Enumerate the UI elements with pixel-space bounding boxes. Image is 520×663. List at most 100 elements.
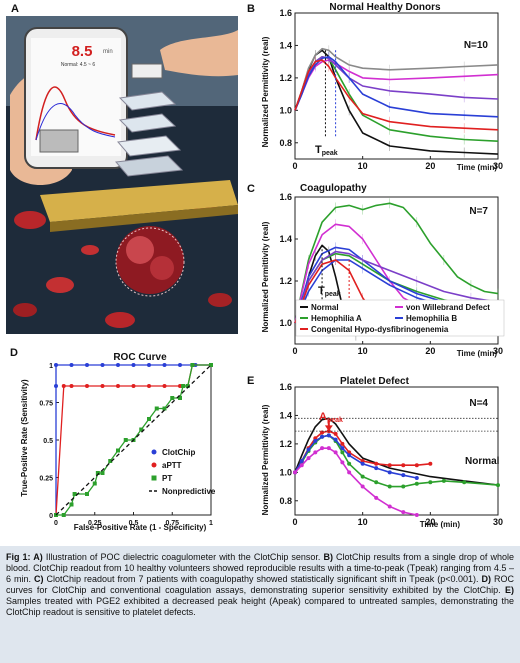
- data-point: [181, 384, 186, 388]
- data-point: [69, 363, 74, 367]
- phone-value: 8.5: [72, 43, 93, 60]
- x-tick-label: 20: [425, 346, 435, 356]
- data-point: [108, 459, 113, 463]
- data-point: [401, 510, 406, 515]
- data-point: [162, 363, 167, 367]
- normal-label: Normal: [465, 456, 500, 467]
- series-line: [294, 447, 417, 516]
- data-point: [306, 447, 311, 452]
- y-tick-label: 1.4: [279, 410, 292, 420]
- data-point: [326, 446, 331, 451]
- data-point: [299, 463, 304, 468]
- caption-c-label: C): [33, 574, 44, 584]
- axes-frame: [294, 196, 499, 345]
- data-point: [116, 384, 120, 388]
- data-point: [178, 396, 182, 400]
- data-point: [326, 433, 331, 438]
- data-point: [401, 484, 406, 489]
- y-tick-label: 1.2: [279, 73, 292, 83]
- legend-marker: [151, 462, 157, 468]
- panel-b-chart: B 0 10 20 30 0.8 1.0 1.2 1.4 1.6 Normal Healthy D…: [247, 2, 503, 172]
- data-point: [54, 384, 58, 388]
- y-tick-label: 1.4: [279, 40, 292, 50]
- data-point: [414, 481, 419, 486]
- data-point: [116, 448, 120, 453]
- x-tick-label: 20: [425, 161, 435, 171]
- data-point: [69, 502, 74, 507]
- plot-area: 0 0.25 0.5 0.75 1 0 0.25 0.5 0.75 1: [39, 363, 213, 527]
- plot-area: 0 10 20 30 0.8 1.0 1.2 1.4 1.6: [279, 382, 503, 527]
- x-tick-label: 0: [54, 520, 58, 527]
- x-tick-label: 0: [292, 517, 297, 527]
- data-point: [170, 396, 175, 400]
- data-point: [123, 438, 128, 442]
- x-tick-label: 0.75: [165, 520, 179, 527]
- data-point: [320, 446, 325, 451]
- legend-label: aPTT: [162, 461, 182, 470]
- data-point: [85, 363, 89, 367]
- data-point: [313, 450, 318, 455]
- data-point: [374, 466, 379, 471]
- panel-label-c: C: [247, 183, 255, 195]
- caption-a-text: Illustration of POC dielectric coagulome…: [42, 552, 324, 562]
- caption-d-label: D): [481, 574, 492, 584]
- x-tick-label: 0.25: [88, 520, 102, 527]
- tpeak-label: Tpeak: [318, 285, 341, 298]
- y-axis-label: Normalized Permittivity (real): [261, 36, 270, 147]
- data-point: [414, 463, 419, 468]
- data-point: [374, 461, 379, 466]
- data-point: [100, 384, 105, 388]
- data-point: [293, 470, 297, 475]
- data-point: [401, 473, 406, 478]
- phone-subtext: Normal: 4.5 ~ 6: [61, 62, 96, 68]
- y-tick-label: 1.6: [279, 192, 292, 202]
- data-point: [347, 470, 352, 475]
- data-point: [428, 461, 433, 466]
- data-point: [299, 458, 304, 463]
- y-tick-label: 1.2: [279, 439, 292, 449]
- data-point: [313, 439, 318, 444]
- x-tick-label: 10: [358, 517, 368, 527]
- data-point: [185, 384, 190, 388]
- hand-icon: [160, 30, 238, 77]
- y-tick-label: 0.8: [279, 496, 292, 506]
- y-tick-label: 1.0: [279, 467, 292, 477]
- axes-frame: [294, 386, 499, 516]
- x-tick-label: 10: [358, 161, 368, 171]
- panel-a-illustration: 8.5 min Normal: 4.5 ~ 6 A: [6, 3, 238, 334]
- panel-label-e: E: [247, 375, 254, 387]
- data-point: [147, 384, 151, 388]
- data-point: [428, 480, 433, 485]
- blood-cell-icon: [46, 277, 74, 293]
- data-point: [306, 456, 311, 461]
- blood-cell-icon: [81, 245, 99, 255]
- data-point: [387, 504, 392, 509]
- legend-label: Hemophilia B: [406, 314, 457, 323]
- caption-b-text: ClotChip results from a single drop of w…: [6, 552, 514, 584]
- plot-area: 0 10 20 30 0.8 1.0 1.2 1.4 1.6: [279, 8, 503, 171]
- panel-label-a: A: [11, 3, 19, 15]
- data-point: [360, 458, 365, 463]
- data-point: [320, 434, 325, 439]
- data-point: [414, 476, 419, 481]
- caption-d-text: ROC curves for ClotChip and conventional…: [6, 574, 514, 595]
- x-axis-label: False-Positive Rate (1 - Specificity): [74, 523, 207, 532]
- figure: 8.5 min Normal: 4.5 ~ 6 A B 0 10 20 300.81.…: [6, 2, 505, 532]
- x-tick-label: 10: [358, 346, 368, 356]
- sensor-platform: [40, 180, 238, 222]
- y-tick-label: 0.5: [43, 438, 53, 445]
- legend-label: ClotChip: [162, 448, 195, 457]
- chart-title: Normal Healthy Donors: [329, 2, 441, 13]
- x-tick-label: 20: [425, 517, 435, 527]
- caption-e-text: Samples treated with PGE2 exhibited a de…: [6, 596, 514, 617]
- x-axis-label: Time (min): [457, 163, 498, 172]
- sensor-layer: [118, 91, 177, 111]
- chip-cartridge-icon: [39, 129, 79, 153]
- chip-icon: [131, 63, 163, 79]
- series-line: [294, 59, 499, 131]
- data-point: [347, 453, 352, 458]
- data-point: [209, 363, 213, 367]
- y-tick-label: 1.6: [279, 382, 292, 392]
- data-point: [360, 461, 365, 466]
- data-point: [116, 363, 120, 367]
